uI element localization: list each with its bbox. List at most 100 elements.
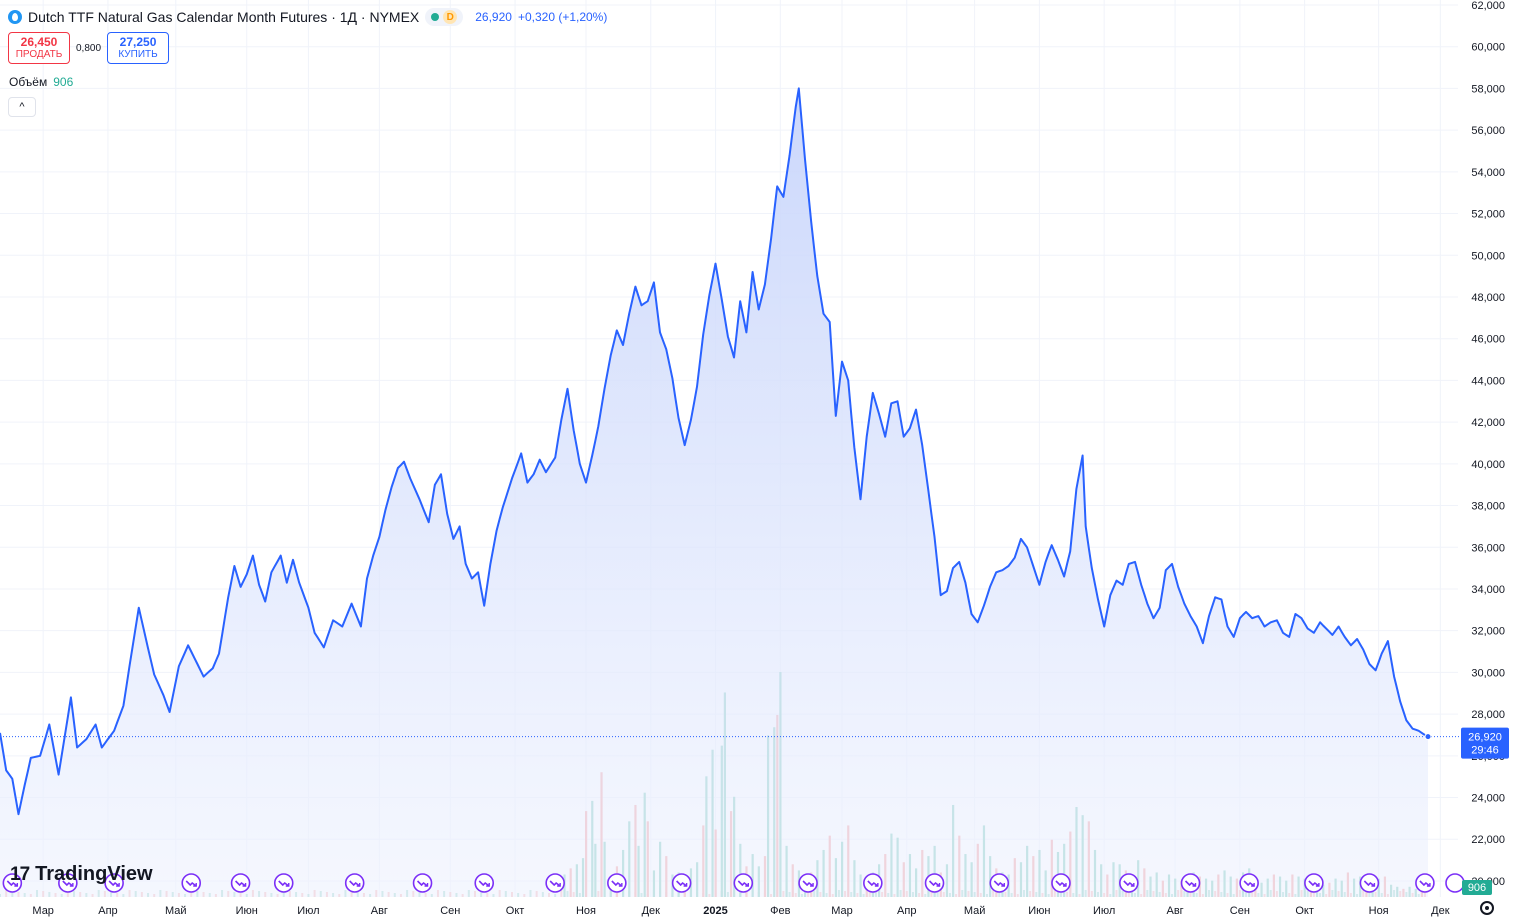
y-tick-label: 36,000 <box>1471 542 1505 554</box>
x-tick-label: Дек <box>642 905 661 917</box>
sell-price: 26,450 <box>20 35 58 49</box>
x-tick-label: Июн <box>1028 905 1050 917</box>
x-tick-label: Мар <box>32 905 54 917</box>
x-tick-label: Сен <box>1230 905 1250 917</box>
event-marker-icon[interactable] <box>1359 873 1380 893</box>
x-tick-label: Ноя <box>576 905 596 917</box>
x-tick-label: Май <box>964 905 986 917</box>
chart-header: Dutch TTF Natural Gas Calendar Month Fut… <box>8 6 607 28</box>
event-marker-icon[interactable] <box>671 873 692 893</box>
y-tick-label: 28,000 <box>1471 709 1505 721</box>
sell-button[interactable]: 26,450 ПРОДАТЬ <box>8 32 70 64</box>
y-tick-label: 24,000 <box>1471 793 1505 805</box>
last-price-dot <box>1424 733 1432 741</box>
tradingview-mark-icon: 17 <box>10 863 30 885</box>
y-tick-label: 38,000 <box>1471 501 1505 513</box>
y-tick-label: 48,000 <box>1471 292 1505 304</box>
y-tick-label: 30,000 <box>1471 667 1505 679</box>
x-tick-label: Июл <box>1093 905 1115 917</box>
event-marker-icon[interactable] <box>798 873 818 893</box>
event-marker-icon[interactable] <box>1180 873 1201 893</box>
settings-gear-icon[interactable] <box>1480 901 1494 915</box>
status-pill[interactable]: D <box>425 8 464 26</box>
collapse-chevron-up-icon[interactable]: ^ <box>8 97 36 117</box>
y-tick-label: 58,000 <box>1471 83 1505 95</box>
x-tick-label: Май <box>165 905 187 917</box>
trade-panel: 26,450 ПРОДАТЬ 0,800 27,250 КУПИТЬ <box>8 32 170 64</box>
x-tick-label: Апр <box>897 905 916 917</box>
event-markers[interactable] <box>2 873 1465 893</box>
event-marker-icon[interactable] <box>989 873 1010 893</box>
delayed-badge: D <box>443 10 458 24</box>
event-marker-icon[interactable] <box>545 873 565 893</box>
buy-label: КУПИТЬ <box>118 49 158 60</box>
volume-value: 906 <box>53 75 74 89</box>
event-marker-icon[interactable] <box>104 873 124 893</box>
x-tick-label: Июл <box>297 905 319 917</box>
y-tick-label: 54,000 <box>1471 167 1505 179</box>
event-marker-icon[interactable] <box>733 873 754 893</box>
time-axis[interactable]: Мар Апр Май Июн Июл Авг Сен Окт Ноя Дек 2025 Фев Мар… <box>32 905 1449 917</box>
y-tick-label: 22,000 <box>1471 834 1505 846</box>
event-marker-icon[interactable] <box>1415 873 1435 893</box>
x-tick-label: 2025 <box>703 905 727 917</box>
y-tick-label: 56,000 <box>1471 125 1505 137</box>
x-tick-label: Ноя <box>1369 905 1389 917</box>
event-marker-icon[interactable] <box>924 873 945 893</box>
x-tick-label: Окт <box>1295 905 1314 917</box>
x-tick-label: Авг <box>371 905 388 917</box>
x-tick-label: Сен <box>440 905 460 917</box>
spread-value: 0,800 <box>76 42 102 54</box>
x-tick-label: Мар <box>831 905 853 917</box>
y-tick-label: 34,000 <box>1471 584 1505 596</box>
event-marker-icon[interactable] <box>1051 873 1071 893</box>
price-area <box>0 88 1428 897</box>
y-tick-label: 32,000 <box>1471 626 1505 638</box>
event-marker-icon[interactable] <box>607 873 627 893</box>
market-open-icon <box>431 13 440 21</box>
y-tick-label: 60,000 <box>1471 42 1505 54</box>
event-marker-icon[interactable] <box>2 873 23 893</box>
volume-last-text: 906 <box>1468 882 1486 894</box>
event-marker-icon[interactable] <box>412 873 433 893</box>
event-marker-icon[interactable] <box>273 873 294 893</box>
y-tick-label: 44,000 <box>1471 375 1505 387</box>
event-marker-icon[interactable] <box>58 873 78 893</box>
price-line <box>0 87 1429 816</box>
header-last-price: 26,920 <box>475 10 512 24</box>
price-axis[interactable]: 62,000 60,000 58,000 56,000 54,000 52,000 50,0… <box>1471 0 1505 888</box>
volume-label: Объём <box>9 75 48 89</box>
countdown-text: 29:46 <box>1471 745 1499 757</box>
buy-button[interactable]: 27,250 КУПИТЬ <box>107 32 170 64</box>
event-marker-icon[interactable] <box>474 873 495 893</box>
event-marker-icon[interactable] <box>181 873 202 893</box>
event-marker-icon[interactable] <box>1119 873 1139 893</box>
symbol-title[interactable]: Dutch TTF Natural Gas Calendar Month Fut… <box>28 9 420 25</box>
last-price-box <box>1461 727 1509 759</box>
event-marker-icon[interactable] <box>344 873 365 893</box>
x-tick-label: Окт <box>506 905 525 917</box>
event-marker-icon[interactable] <box>863 873 883 893</box>
header-change: +0,320 (+1,20%) <box>517 10 608 24</box>
y-tick-label: 50,000 <box>1471 250 1505 262</box>
volume-legend[interactable]: Объём 906 <box>9 75 73 89</box>
y-tick-label: 42,000 <box>1471 417 1505 429</box>
x-tick-label: Фев <box>770 905 790 917</box>
x-tick-label: Авг <box>1166 905 1183 917</box>
y-tick-label: 52,000 <box>1471 209 1505 221</box>
event-marker-icon[interactable] <box>1239 873 1259 893</box>
event-marker-icon[interactable] <box>1445 873 1465 893</box>
event-marker-icon[interactable] <box>230 873 251 893</box>
buy-price: 27,250 <box>119 35 157 49</box>
sell-label: ПРОДАТЬ <box>15 49 63 60</box>
x-tick-label: Июн <box>236 905 258 917</box>
y-tick-label: 40,000 <box>1471 459 1505 471</box>
tradingview-wordmark: TradingView <box>35 863 153 885</box>
tradingview-logo[interactable]: 17 TradingView <box>10 863 153 886</box>
volume-last-box <box>1462 880 1492 895</box>
last-price-text: 26,920 <box>1468 732 1502 744</box>
y-tick-label: 46,000 <box>1471 334 1505 346</box>
event-marker-icon[interactable] <box>1304 873 1324 893</box>
